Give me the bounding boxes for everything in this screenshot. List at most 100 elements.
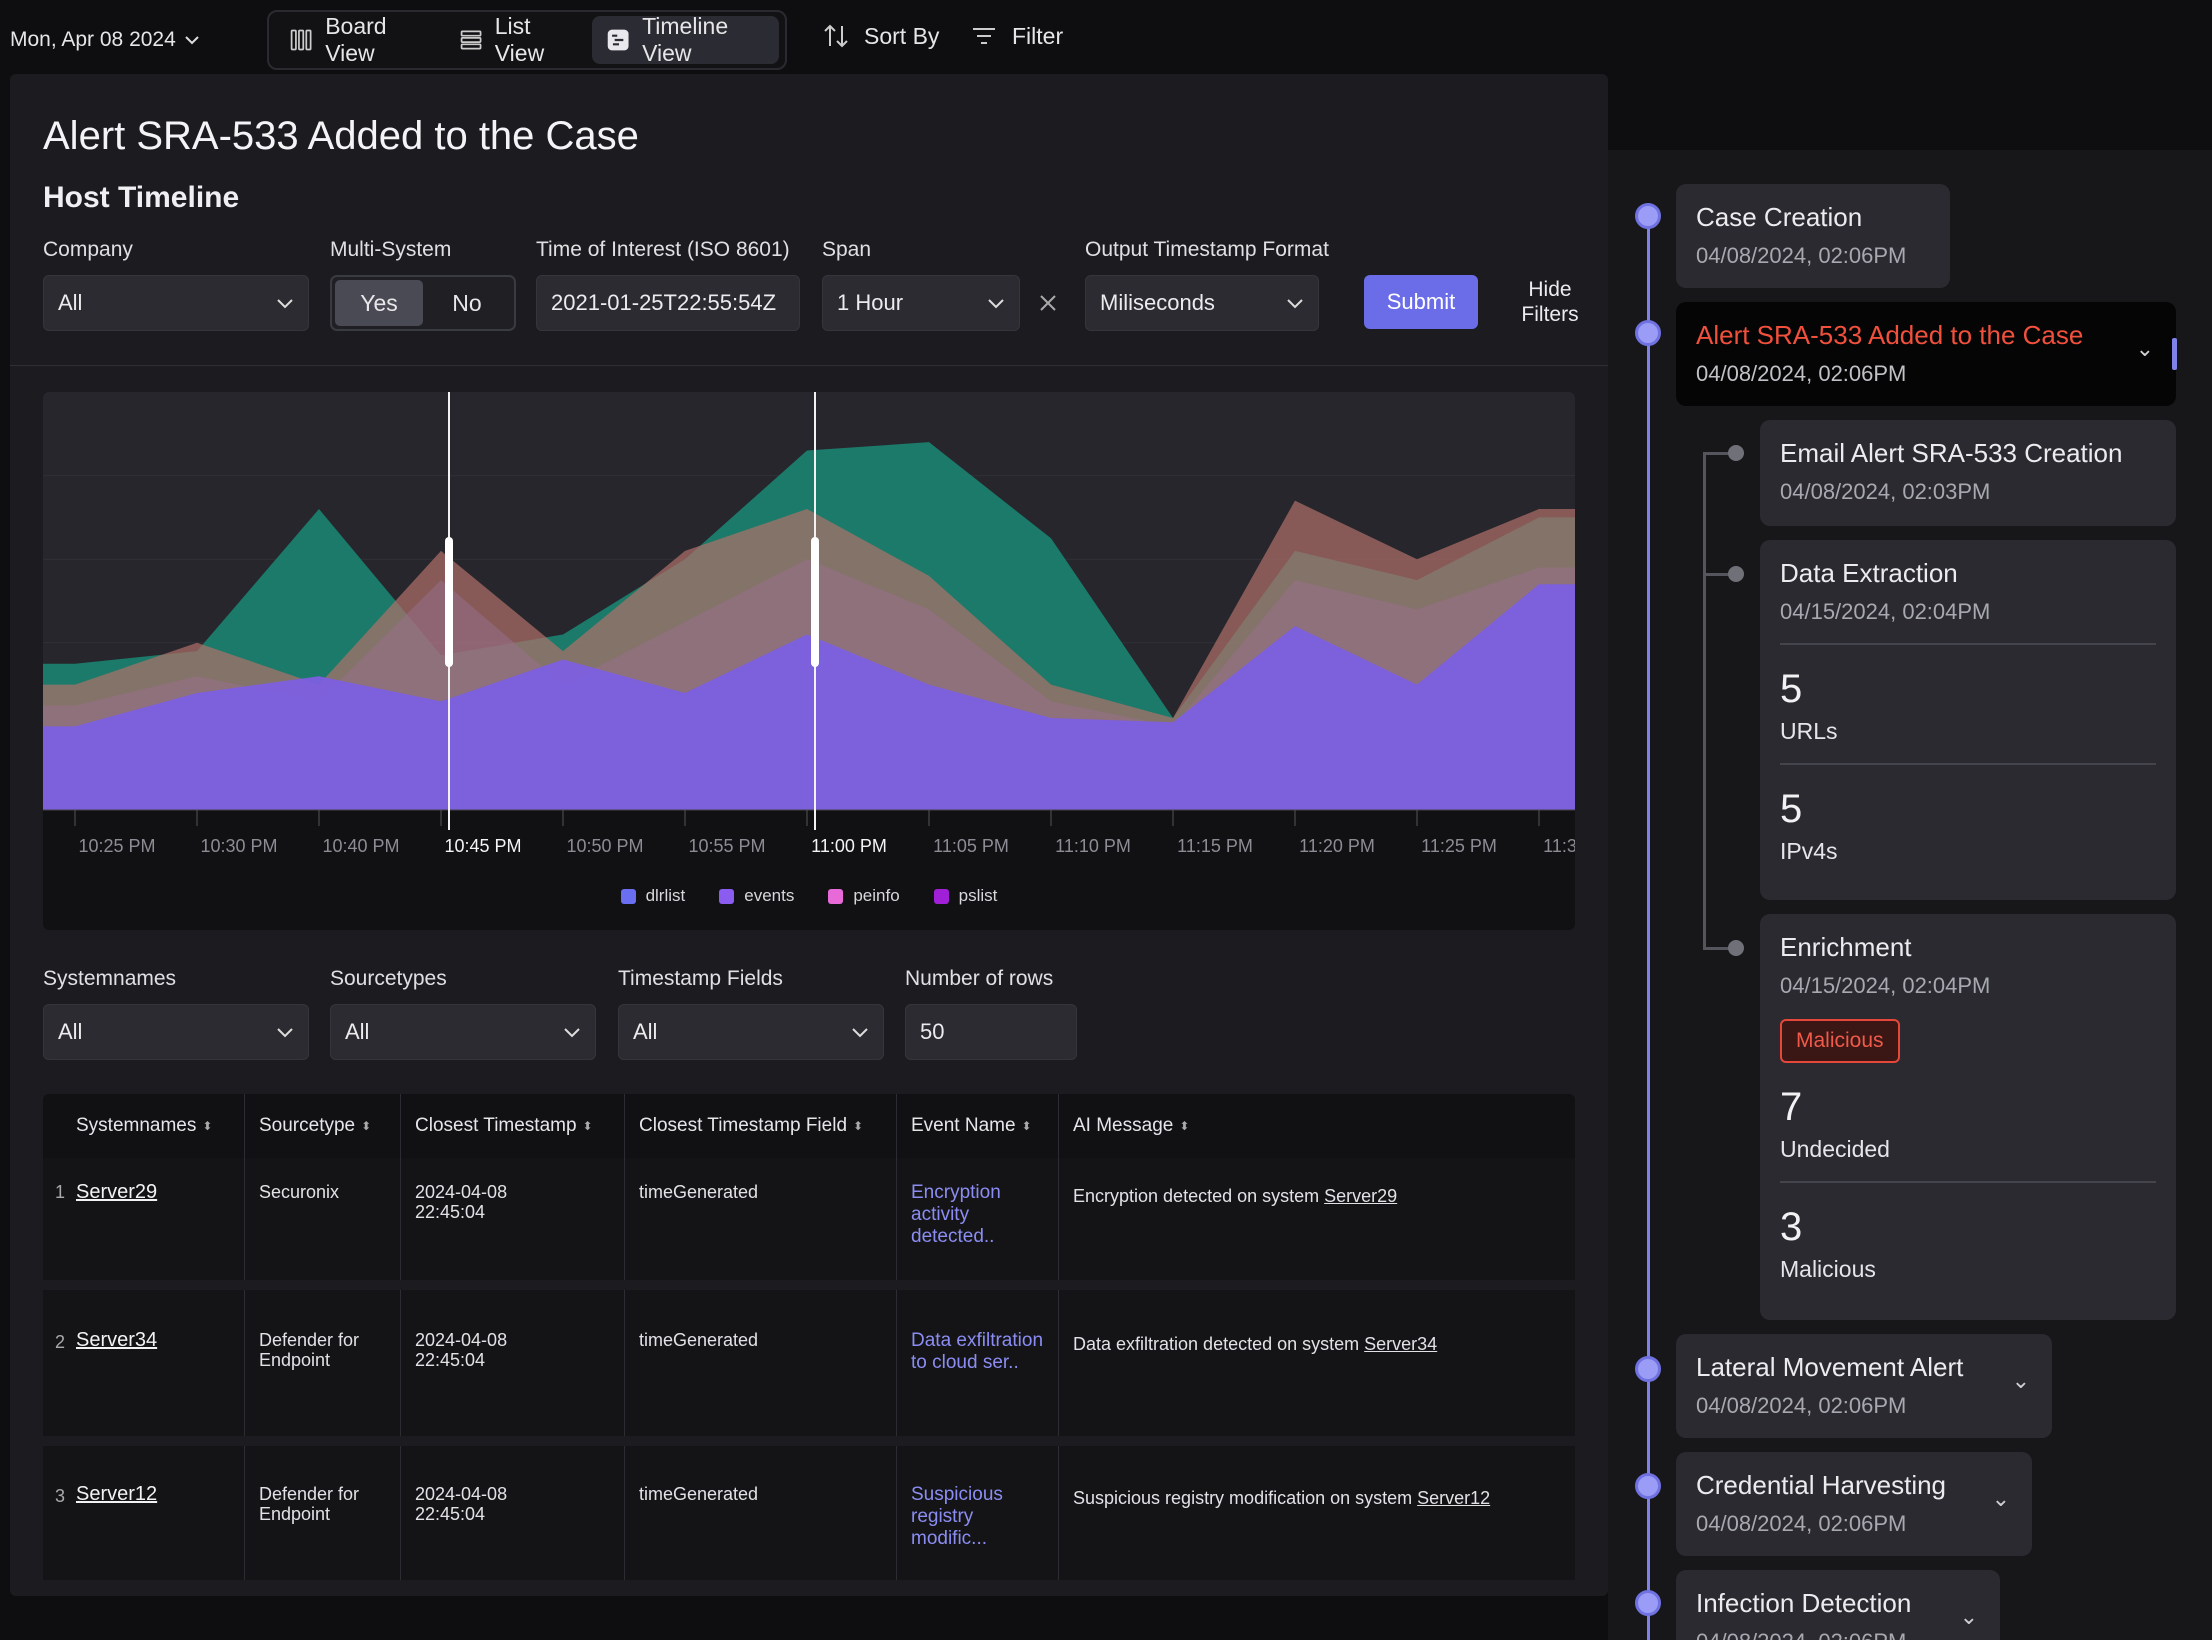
card-date: 04/08/2024, 02:06PM (1696, 1629, 1980, 1640)
board-view-button[interactable]: Board View (275, 13, 441, 66)
multi-system-toggle: Yes No (330, 275, 516, 331)
legend-item-pslist[interactable]: pslist (933, 886, 997, 906)
card-title: Infection Detection (1696, 1588, 1912, 1618)
filter-icon (973, 28, 995, 44)
x-tick-label: 10:25 PM (78, 836, 155, 856)
hide-filters-button[interactable]: Hide Filters (1521, 278, 1579, 326)
chart-svg: 10:25 PM 10:30 PM 10:40 PM 10:45 PM 10:50 PM… (43, 392, 1575, 856)
sourcetypes-value: All (345, 1019, 370, 1044)
event-link[interactable]: Encryption activity detected.. (911, 1182, 1001, 1247)
col-sourcetype[interactable]: Sourcetype ⬍ (245, 1094, 401, 1158)
list-view-icon (460, 30, 482, 50)
legend-label: events (744, 886, 795, 905)
timestamp-date: 2024-04-08 (415, 1330, 508, 1350)
lateral-movement-card[interactable]: Lateral Movement Alert 04/08/2024, 02:06… (1676, 1334, 2052, 1438)
undecided-label: Undecided (1780, 1136, 1890, 1162)
table-row[interactable]: 2 Server34 Defender for Endpoint 2024-04… (43, 1290, 1575, 1436)
system-link[interactable]: Server29 (76, 1181, 158, 1203)
multi-system-no[interactable]: No (452, 289, 482, 316)
clear-icon[interactable] (1038, 293, 1058, 313)
legend-swatch (620, 888, 636, 904)
sort-icon (824, 24, 848, 48)
urls-label: URLs (1780, 718, 1838, 744)
message-text: Encryption detected on system (1073, 1186, 1325, 1206)
span-select[interactable]: 1 Hour (822, 275, 1020, 331)
col-closest-timestamp-field[interactable]: Closest Timestamp Field ⬍ (625, 1094, 897, 1158)
sub-dot (1728, 940, 1744, 956)
filter-button[interactable]: Filter (970, 22, 1063, 50)
credential-harvesting-card[interactable]: Credential Harvesting 04/08/2024, 02:06P… (1676, 1452, 2032, 1556)
systemnames-value: All (58, 1019, 83, 1044)
sort-by-button[interactable]: Sort By (822, 22, 939, 50)
timestamp-time: 22:45:04 (415, 1504, 486, 1524)
number-of-rows-label: Number of rows (905, 967, 1054, 990)
card-date: 04/08/2024, 02:06PM (1696, 361, 1907, 386)
time-marker-handle[interactable] (445, 537, 453, 667)
submit-button[interactable]: Submit (1364, 275, 1478, 329)
infection-detection-card[interactable]: Infection Detection 04/08/2024, 02:06PM … (1676, 1570, 2000, 1640)
list-view-button[interactable]: List View (445, 13, 588, 66)
legend-item-peinfo[interactable]: peinfo (828, 886, 900, 906)
x-tick-label: 11:10 PM (1055, 836, 1131, 856)
legend-item-events[interactable]: events (719, 886, 794, 906)
event-link[interactable]: Suspicious registry modific... (911, 1484, 1003, 1549)
message-system-link[interactable]: Server12 (1417, 1488, 1491, 1508)
stat-divider (1780, 643, 2156, 645)
x-tick-label: 11:05 PM (933, 836, 1009, 856)
sub-connector (1703, 947, 1733, 950)
cell-ai-message: Data exfiltration detected on system Ser… (1059, 1290, 1575, 1436)
chevron-down-icon (852, 1028, 868, 1038)
col-closest-timestamp[interactable]: Closest Timestamp ⬍ (401, 1094, 625, 1158)
event-link[interactable]: Data exfiltration to cloud ser.. (911, 1330, 1044, 1373)
message-system-link[interactable]: Server29 (1324, 1186, 1398, 1206)
col-label: Systemnames (76, 1115, 197, 1136)
enrichment-card[interactable]: Enrichment 04/15/2024, 02:04PM Malicious… (1760, 914, 2176, 1320)
multi-system-yes[interactable]: Yes (335, 280, 423, 326)
system-link[interactable]: Server12 (76, 1483, 158, 1505)
date-picker[interactable]: Mon, Apr 08 2024 (10, 28, 200, 52)
x-tick-label: 11:30 PM (1543, 836, 1575, 856)
alert-card[interactable]: Alert SRA-533 Added to the Case 04/08/20… (1676, 302, 2176, 406)
chevron-down-icon[interactable]: ⌄ (2011, 1368, 2030, 1393)
card-title: Lateral Movement Alert (1696, 1352, 1964, 1382)
email-alert-card[interactable]: Email Alert SRA-533 Creation 04/08/2024,… (1760, 420, 2176, 526)
row-number: 2 (55, 1332, 66, 1352)
case-creation-card[interactable]: Case Creation 04/08/2024, 02:06PM (1676, 184, 1950, 288)
number-of-rows-input[interactable]: 50 (905, 1004, 1077, 1060)
chevron-down-icon[interactable]: ⌄ (1959, 1604, 1978, 1629)
card-date: 04/08/2024, 02:03PM (1780, 479, 1991, 504)
card-date: 04/08/2024, 02:06PM (1696, 1393, 1907, 1418)
systemnames-select[interactable]: All (43, 1004, 309, 1060)
sub-dot (1728, 566, 1744, 582)
timestamp-fields-select[interactable]: All (618, 1004, 884, 1060)
data-extraction-card[interactable]: Data Extraction 04/15/2024, 02:04PM 5 UR… (1760, 540, 2176, 900)
col-systemnames[interactable]: Systemnames ⬍ (43, 1094, 245, 1158)
output-format-select[interactable]: Miliseconds (1085, 275, 1319, 331)
x-tick-label: 10:55 PM (688, 836, 765, 856)
timestamp-date: 2024-04-08 (415, 1182, 508, 1202)
urls-count: 5 (1780, 667, 1803, 711)
table-row[interactable]: 3 Server12 Defender for Endpoint 2024-04… (43, 1446, 1575, 1580)
message-system-link[interactable]: Server34 (1364, 1334, 1438, 1354)
table-row[interactable]: 1 Server29 Securonix 2024-04-08 22:45:04 … (43, 1158, 1575, 1280)
x-tick-label: 11:20 PM (1299, 836, 1375, 856)
card-date: 04/15/2024, 02:04PM (1780, 973, 1991, 998)
timestamp-time: 22:45:04 (415, 1202, 486, 1222)
cell-systemname: 1 Server29 (43, 1158, 245, 1280)
legend-swatch (828, 888, 844, 904)
timeline-view-button[interactable]: Timeline View (591, 13, 779, 66)
system-link[interactable]: Server34 (76, 1329, 158, 1351)
top-toolbar: Mon, Apr 08 2024 Board View List View Ti… (0, 0, 1600, 80)
time-of-interest-input[interactable]: 2021-01-25T22:55:54Z (536, 275, 800, 331)
series-area-events (43, 584, 1575, 810)
legend-item-dlrlist[interactable]: dlrlist (620, 886, 685, 906)
card-title: Alert SRA-533 Added to the Case (1696, 320, 2084, 350)
chevron-down-icon[interactable]: ⌄ (2135, 336, 2154, 361)
company-select[interactable]: All (43, 275, 309, 331)
col-event-name[interactable]: Event Name ⬍ (897, 1094, 1059, 1158)
sort-by-label: Sort By (864, 22, 940, 49)
sourcetypes-select[interactable]: All (330, 1004, 596, 1060)
chevron-down-icon[interactable]: ⌄ (1991, 1486, 2010, 1511)
col-ai-message[interactable]: AI Message ⬍ (1059, 1094, 1575, 1158)
time-marker-handle[interactable] (811, 537, 819, 667)
